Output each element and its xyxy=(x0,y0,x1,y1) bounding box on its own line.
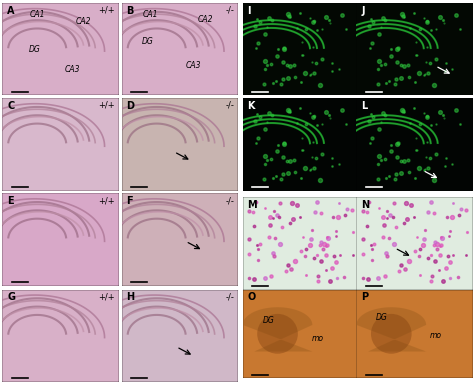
Text: DG: DG xyxy=(29,45,41,54)
Text: A: A xyxy=(7,6,15,16)
Text: B: B xyxy=(127,6,134,16)
Ellipse shape xyxy=(257,314,298,354)
Text: DG: DG xyxy=(263,316,274,325)
Text: -/-: -/- xyxy=(226,292,235,301)
Text: -/-: -/- xyxy=(226,101,235,110)
Text: CA2: CA2 xyxy=(76,17,91,26)
Text: I: I xyxy=(247,6,251,16)
Ellipse shape xyxy=(371,314,411,354)
Text: O: O xyxy=(247,292,255,302)
Text: C: C xyxy=(7,101,14,111)
Text: P: P xyxy=(361,292,368,302)
Text: mo: mo xyxy=(312,334,324,343)
Polygon shape xyxy=(243,307,312,352)
Text: -/-: -/- xyxy=(226,6,235,15)
Polygon shape xyxy=(356,307,426,352)
Text: E: E xyxy=(7,196,14,206)
Text: L: L xyxy=(361,101,367,111)
Text: +/+: +/+ xyxy=(99,292,115,301)
Text: +/+: +/+ xyxy=(99,101,115,110)
Text: -/-: -/- xyxy=(226,196,235,205)
Text: CA1: CA1 xyxy=(29,10,45,18)
Text: CA3: CA3 xyxy=(64,65,80,74)
Text: N: N xyxy=(361,200,369,210)
Text: CA1: CA1 xyxy=(143,10,159,18)
Text: +/+: +/+ xyxy=(99,196,115,205)
Text: DG: DG xyxy=(142,37,153,46)
Text: G: G xyxy=(7,292,15,302)
Text: mo: mo xyxy=(429,331,441,340)
Text: H: H xyxy=(127,292,135,302)
Text: D: D xyxy=(127,101,135,111)
Text: +/+: +/+ xyxy=(99,6,115,15)
Text: DG: DG xyxy=(376,313,388,322)
Text: F: F xyxy=(127,196,133,206)
Text: CA2: CA2 xyxy=(198,15,213,24)
Text: K: K xyxy=(247,101,255,111)
Text: CA3: CA3 xyxy=(186,62,201,70)
Text: M: M xyxy=(247,200,257,210)
Text: J: J xyxy=(361,6,365,16)
